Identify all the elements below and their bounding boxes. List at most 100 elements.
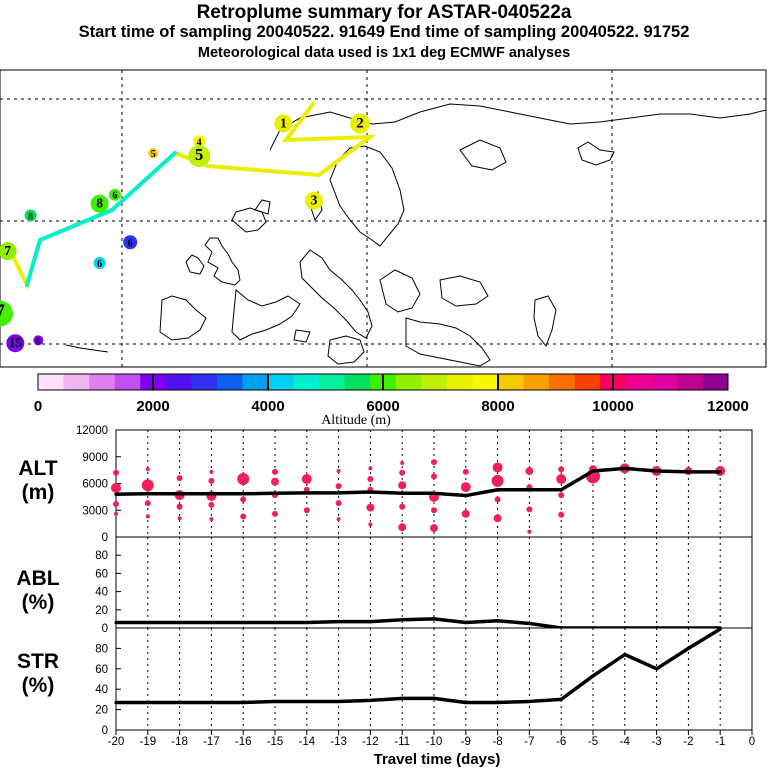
map-marker-11 bbox=[0, 242, 17, 261]
y-tick-label: 12000 bbox=[76, 425, 108, 437]
map-marker-4 bbox=[188, 145, 211, 168]
colorbar-cell bbox=[38, 374, 65, 390]
alt-scatter-point-6 bbox=[144, 500, 151, 507]
colorbar-cell bbox=[319, 374, 346, 390]
map-marker-5 bbox=[148, 148, 159, 159]
alt-scatter-point-36 bbox=[400, 460, 405, 465]
alt-scatter-point-11 bbox=[177, 516, 182, 521]
series-point bbox=[655, 667, 659, 671]
colorbar-tick-label: 12000 bbox=[707, 398, 749, 415]
colorbar-cell bbox=[89, 374, 116, 390]
colorbar-cell bbox=[676, 374, 703, 390]
alt-scatter-point-32 bbox=[367, 476, 374, 483]
series-point bbox=[400, 491, 404, 495]
alt-scatter-point-12 bbox=[209, 469, 214, 474]
alt-scatter-point-24 bbox=[301, 474, 312, 485]
series-point bbox=[337, 699, 341, 704]
colorbar-cell bbox=[344, 374, 371, 390]
map-marker-label-0: 1 bbox=[280, 115, 287, 130]
alt-scatter-point-37 bbox=[399, 469, 406, 476]
map-marker-label-8: 8 bbox=[28, 212, 33, 223]
y-tick-label: 0 bbox=[102, 725, 108, 737]
coastlines bbox=[65, 103, 767, 367]
series-point bbox=[178, 492, 182, 496]
altitude-colorbar: 0 2000 4000 6000 8000 10000 12000 Altitude (m) bbox=[34, 373, 749, 428]
map-marker-label-6: 6 bbox=[112, 191, 117, 202]
map-marker-label-7: 8 bbox=[96, 196, 103, 211]
chart-title: Retroplume summary for ASTAR-040522a bbox=[196, 2, 572, 23]
alt-scatter-point-39 bbox=[399, 503, 406, 510]
series-point bbox=[591, 674, 595, 678]
series-point bbox=[305, 620, 309, 625]
x-tick-label: -2 bbox=[683, 736, 693, 748]
alt-scatter-point-55 bbox=[526, 506, 533, 513]
series-point bbox=[368, 698, 372, 703]
map-marker-14 bbox=[33, 335, 44, 346]
abl-unit: (%) bbox=[22, 591, 55, 614]
alt-scatter-point-38 bbox=[398, 481, 407, 490]
alt-scatter-point-44 bbox=[431, 507, 437, 514]
series-point bbox=[718, 470, 722, 474]
colorbar-cell bbox=[498, 374, 525, 390]
alt-scatter-point-48 bbox=[461, 509, 470, 518]
series-point bbox=[464, 700, 468, 705]
series-point bbox=[464, 493, 468, 498]
alt-scatter-point-27 bbox=[336, 469, 341, 474]
map-marker-1 bbox=[350, 113, 371, 134]
x-tick-label: -13 bbox=[330, 736, 347, 748]
alt-scatter-point-47 bbox=[460, 482, 471, 493]
series-point bbox=[591, 469, 595, 473]
map-marker-label-4: 5 bbox=[195, 145, 203, 164]
alt-scatter-point-16 bbox=[209, 517, 214, 522]
map-marker-9 bbox=[123, 235, 138, 250]
alt-unit: (m) bbox=[22, 481, 55, 504]
alt-scatter-point-30 bbox=[336, 517, 341, 522]
x-tick-label: -16 bbox=[235, 736, 252, 748]
x-tick-label: -20 bbox=[108, 736, 125, 748]
colorbar-cell bbox=[549, 374, 576, 390]
panel-frame bbox=[115, 627, 753, 731]
map-marker-label-13: 15 bbox=[9, 335, 23, 350]
y-tick-label: 60 bbox=[95, 664, 108, 676]
alt-scatter-point-29 bbox=[335, 500, 342, 507]
colorbar-tick-label: 8000 bbox=[481, 398, 514, 415]
alt-scatter-point-57 bbox=[558, 466, 565, 473]
alt-scatter-point-50 bbox=[491, 474, 504, 487]
x-tick-label: -11 bbox=[394, 736, 410, 748]
panel-labels: ALT (m) ABL (%) STR (%) bbox=[16, 457, 59, 697]
colorbar-cell bbox=[165, 374, 192, 390]
y-tick-label: 20 bbox=[95, 705, 108, 717]
map-marker-12 bbox=[0, 300, 13, 327]
series-point bbox=[114, 700, 118, 705]
series-line-0-0 bbox=[115, 466, 721, 498]
series-point bbox=[400, 696, 404, 700]
colorbar-cell bbox=[216, 374, 243, 390]
series-point bbox=[273, 620, 277, 625]
series-point bbox=[527, 488, 532, 492]
y-tick-label: 3000 bbox=[82, 505, 108, 517]
series-point bbox=[623, 466, 627, 470]
series-point bbox=[241, 620, 245, 625]
alt-scatter-point-20 bbox=[272, 468, 278, 475]
x-axis-title: Travel time (days) bbox=[374, 751, 501, 768]
alt-scatter-point-28 bbox=[335, 483, 342, 490]
series-point bbox=[496, 619, 500, 623]
x-tick-label: -18 bbox=[171, 736, 188, 748]
x-tick-label: -10 bbox=[426, 736, 443, 748]
series-point bbox=[209, 620, 213, 625]
x-tick-label: 0 bbox=[749, 736, 755, 748]
y-tick-label: 6000 bbox=[82, 479, 108, 491]
alt-scatter-point-5 bbox=[141, 479, 154, 492]
x-tick-label: -9 bbox=[461, 736, 471, 748]
alt-scatter-point-59 bbox=[558, 492, 565, 499]
alt-scatter-point-53 bbox=[525, 467, 534, 476]
alt-scatter-point-23 bbox=[272, 510, 278, 517]
y-tick-label: 0 bbox=[102, 623, 108, 635]
x-tick-label: -17 bbox=[203, 736, 220, 748]
alt-scatter-point-35 bbox=[368, 522, 373, 527]
series-point bbox=[432, 696, 436, 700]
colorbar-cell bbox=[114, 374, 141, 390]
alt-scatter-point-1 bbox=[111, 482, 121, 493]
